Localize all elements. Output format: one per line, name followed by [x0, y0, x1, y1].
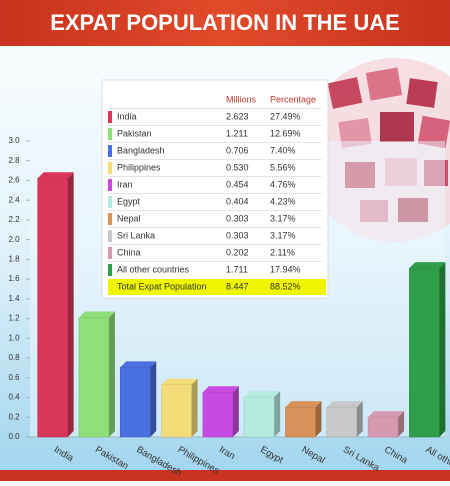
table-cell: 12.69% [270, 128, 301, 138]
title-banner [0, 0, 450, 46]
bar-side [232, 386, 239, 437]
y-tick-label: 2.4 [8, 195, 20, 204]
bar-top [409, 262, 446, 269]
bar-side [356, 401, 363, 437]
bar [202, 391, 234, 438]
row-swatch [108, 264, 112, 276]
y-tick-label: 0.8 [8, 353, 20, 362]
bar-top [368, 411, 405, 418]
bar-side [150, 361, 157, 437]
bar-side [398, 411, 405, 437]
y-tick-label: 2.6 [8, 176, 20, 185]
bar [285, 406, 316, 438]
table-cell: 0.454 [226, 179, 249, 189]
row-swatch [108, 230, 112, 242]
row-swatch [108, 111, 112, 123]
table-cell: 1.211 [226, 128, 248, 138]
table-total: 88.52% [270, 281, 301, 291]
table-cell: Pakistan [117, 128, 152, 138]
bar [367, 416, 399, 438]
table-cell: 7.40% [270, 145, 296, 155]
table-cell: 0.706 [226, 145, 249, 155]
bar [78, 317, 110, 438]
table-cell: 0.202 [226, 247, 249, 257]
row-swatch [108, 145, 112, 157]
table-cell: 3.17% [270, 213, 296, 223]
y-tick-label: 1.2 [8, 314, 20, 323]
bar [161, 384, 192, 438]
row-swatch [108, 179, 112, 191]
y-tick-label: 0.0 [8, 432, 20, 441]
bar [326, 406, 357, 438]
table-cell: 17.94% [270, 264, 301, 274]
bar [120, 367, 151, 438]
table-header: Percentage [270, 94, 316, 104]
bar [409, 267, 440, 438]
total-highlight [108, 279, 326, 295]
y-tick-label: 1.6 [8, 274, 20, 283]
table-cell: 0.404 [226, 196, 249, 206]
table-cell: Iran [117, 179, 133, 189]
row-swatch [108, 247, 112, 259]
bar-top [120, 361, 157, 368]
bar-side [108, 311, 115, 437]
bar-top [202, 386, 239, 393]
bar-side [315, 401, 322, 437]
y-tick-label: 2.2 [8, 215, 20, 224]
y-tick-label: 0.4 [8, 393, 20, 402]
y-tick-label: 1.8 [8, 255, 20, 264]
bar-top [78, 311, 115, 318]
y-tick-label: 2.8 [8, 156, 20, 165]
table-cell: 2.11% [270, 247, 295, 257]
table-cell: 4.76% [270, 179, 296, 189]
table-cell: 27.49% [270, 111, 301, 121]
row-swatch [108, 196, 112, 208]
bar-side [274, 391, 281, 437]
chart-title: EXPAT POPULATION IN THE UAE [50, 10, 400, 35]
bar [243, 396, 275, 438]
table-cell: Bangladesh [117, 145, 165, 155]
table-cell: Sri Lanka [117, 230, 155, 240]
y-tick-label: 0.6 [8, 373, 20, 382]
table-cell: China [117, 247, 141, 257]
row-swatch [108, 213, 112, 225]
y-tick-label: 1.4 [8, 294, 20, 303]
bar-side [67, 172, 74, 437]
table-header: Millions [226, 94, 257, 104]
table-cell: 5.56% [270, 162, 296, 172]
table-cell: Egypt [117, 196, 141, 206]
table-cell: 4.23% [270, 196, 296, 206]
bar-top [285, 401, 322, 408]
table-total: 8.447 [226, 281, 249, 291]
y-tick-label: 2.0 [8, 235, 20, 244]
table-cell: 0.303 [226, 230, 249, 240]
bar-top [37, 172, 74, 179]
bar-top [161, 378, 198, 385]
bar-side [191, 378, 198, 437]
table-total: Total Expat Population [117, 281, 207, 291]
table-cell: 1.711 [226, 264, 248, 274]
y-tick-label: 1.0 [8, 333, 20, 342]
table-cell: 2.623 [226, 111, 249, 121]
table-cell: Philippines [117, 162, 161, 172]
bar [37, 177, 68, 438]
table-cell: Nepal [117, 213, 141, 223]
row-swatch [108, 162, 112, 174]
row-swatch [108, 128, 112, 140]
table-cell: 3.17% [270, 230, 296, 240]
y-tick-label: 0.2 [8, 412, 20, 421]
bar-top [326, 401, 363, 408]
y-tick-label: 3.0 [8, 136, 20, 145]
table-cell: 0.530 [226, 162, 249, 172]
table-cell: All other countries [117, 264, 190, 274]
bar-side [439, 262, 446, 437]
table: Millions Percentage India 2.623 27.49% Pakist… [101, 79, 329, 299]
footer-bar [0, 470, 450, 481]
table-cell: 0.303 [226, 213, 249, 223]
table-cell: India [117, 111, 137, 121]
bar-top [244, 391, 281, 398]
